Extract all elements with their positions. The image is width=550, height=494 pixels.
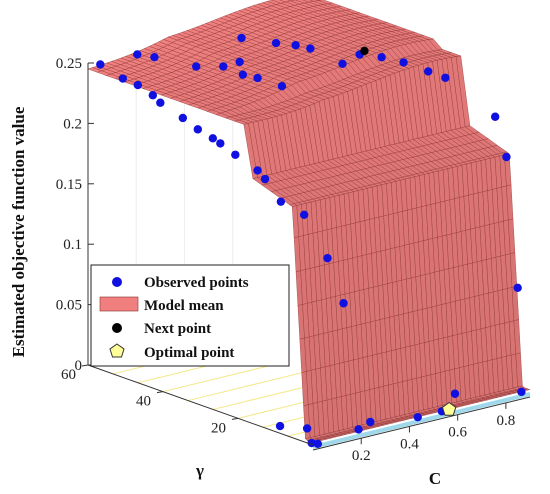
gamma-tick-mark xyxy=(81,364,89,367)
observed-point xyxy=(253,73,262,83)
observed-point xyxy=(338,59,347,69)
observed-point xyxy=(277,81,287,91)
observed-point xyxy=(502,152,511,162)
observed-point xyxy=(323,253,332,263)
c-tick-label: 0.6 xyxy=(448,425,467,441)
c-tick-label: 0.2 xyxy=(352,448,371,464)
optimal-point xyxy=(441,401,457,416)
observed-point xyxy=(450,389,460,398)
base-strip xyxy=(312,392,531,449)
z-tick-label: 0.1 xyxy=(63,237,82,253)
gamma-tick-mark xyxy=(231,417,239,420)
observed-point xyxy=(133,80,143,90)
observed-point xyxy=(302,424,312,433)
observed-point xyxy=(156,98,165,107)
observed-point xyxy=(216,139,225,148)
observed-point xyxy=(517,387,526,397)
observed-point xyxy=(275,421,285,431)
legend-label-observed: Observed points xyxy=(144,275,249,291)
observed-point xyxy=(339,299,348,308)
observed-point xyxy=(235,57,244,67)
observed-point xyxy=(237,33,246,43)
observed-point xyxy=(513,283,522,293)
observed-point xyxy=(399,58,408,67)
observed-point xyxy=(150,52,159,62)
model-mean-surface xyxy=(87,0,531,449)
z-tick-label: 0.25 xyxy=(56,56,82,72)
gamma-tick-label: 60 xyxy=(61,367,76,383)
z-tick-label: 0 xyxy=(75,358,83,374)
observed-point xyxy=(133,50,142,59)
observed-point xyxy=(490,112,500,121)
observed-point xyxy=(299,210,309,220)
z-tick-label: 0.05 xyxy=(56,298,82,314)
observed-point xyxy=(413,412,422,422)
observed-point xyxy=(96,60,105,69)
c-tick-label: 0.4 xyxy=(400,436,419,452)
observed-point xyxy=(219,62,228,71)
legend-marker-next xyxy=(112,323,122,333)
x-axis-label: C xyxy=(429,469,441,488)
gamma-axis-line xyxy=(87,364,314,446)
observed-point xyxy=(291,40,300,50)
gamma-tick-label: 20 xyxy=(211,420,226,436)
c-axis-line xyxy=(312,396,531,451)
observed-point xyxy=(208,134,218,143)
observed-point xyxy=(238,70,248,79)
y-axis-label: γ xyxy=(195,461,204,480)
observed-point xyxy=(193,125,203,134)
observed-point xyxy=(313,439,323,449)
legend-marker-model-mean xyxy=(99,296,139,312)
observed-point xyxy=(276,197,286,206)
observed-point xyxy=(260,174,270,184)
legend: Observed points Model mean Next point Op… xyxy=(90,264,290,367)
observed-point xyxy=(118,74,128,83)
observed-points xyxy=(96,33,526,449)
legend-label-next: Next point xyxy=(144,321,211,337)
observed-point xyxy=(377,53,386,62)
c-tick-label: 0.8 xyxy=(497,413,516,429)
legend-label-optimal: Optimal point xyxy=(144,345,234,361)
observed-point xyxy=(192,62,201,71)
legend-marker-observed xyxy=(112,277,122,287)
observed-point xyxy=(424,67,433,76)
axes: 0 0.05 0.1 0.15 0.2 0.25 20 40 60 0.2 0.4 0.6 0.8 xyxy=(56,56,531,464)
observed-point xyxy=(271,38,281,48)
next-point xyxy=(360,46,369,56)
floor-grid-line xyxy=(162,362,283,393)
observed-point xyxy=(178,113,188,123)
gamma-tick-mark xyxy=(156,391,164,394)
gamma-tick-label: 40 xyxy=(136,394,151,410)
legend-label-model-mean: Model mean xyxy=(144,298,224,314)
observed-point xyxy=(231,150,240,159)
z-tick-label: 0.15 xyxy=(56,177,82,193)
observed-point xyxy=(306,44,315,53)
observed-point xyxy=(441,73,450,82)
z-tick-label: 0.2 xyxy=(63,116,82,132)
legend-marker-optimal xyxy=(109,343,125,358)
observed-point xyxy=(354,425,363,434)
observed-point xyxy=(148,91,158,100)
observed-point xyxy=(366,417,375,427)
observed-point xyxy=(307,438,316,448)
observed-point xyxy=(253,166,262,175)
floor-grid-line xyxy=(187,370,308,402)
z-axis-label: Estimated objective function value xyxy=(9,106,28,357)
